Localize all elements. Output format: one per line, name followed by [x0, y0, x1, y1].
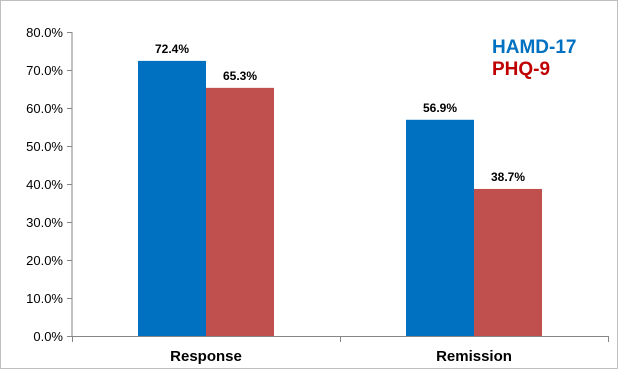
- bar: [474, 188, 542, 336]
- bar-data-label: 38.7%: [491, 170, 525, 184]
- bars: [138, 60, 542, 336]
- y-tick-label: 20.0%: [26, 253, 63, 268]
- legend-entry: PHQ-9: [492, 59, 550, 80]
- y-axis: 0.0% 10.0% 20.0% 30.0% 40.0% 50.0% 60.0% 70.0% 8…: [26, 25, 73, 344]
- y-tick-label: 50.0%: [26, 139, 63, 154]
- bar-data-label: 56.9%: [423, 101, 457, 115]
- bar: [406, 119, 474, 336]
- y-tick-label: 30.0%: [26, 215, 63, 230]
- bar-data-label: 65.3%: [223, 69, 257, 83]
- data-labels: 72.4% 65.3% 56.9% 38.7%: [155, 42, 525, 184]
- legend-entry: HAMD-17: [492, 37, 576, 58]
- y-tick-label: 80.0%: [26, 25, 63, 40]
- bar: [138, 60, 206, 336]
- y-tick-label: 40.0%: [26, 177, 63, 192]
- x-axis: Response Remission: [72, 336, 609, 365]
- y-tick-label: 10.0%: [26, 291, 63, 306]
- y-tick-label: 0.0%: [33, 329, 63, 344]
- bar-data-label: 72.4%: [155, 42, 189, 56]
- y-tick-label: 60.0%: [26, 101, 63, 116]
- bar: [206, 87, 274, 336]
- y-tick-label: 70.0%: [26, 63, 63, 78]
- x-category-label: Remission: [436, 348, 512, 365]
- x-category-label: Response: [170, 348, 242, 365]
